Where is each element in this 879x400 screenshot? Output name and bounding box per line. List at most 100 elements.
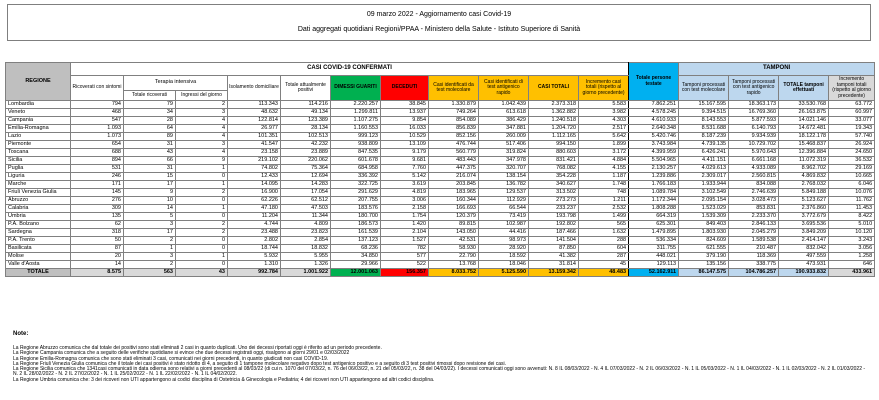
value-cell: 20 <box>70 252 124 262</box>
totale-label-cell: TOTALE <box>5 268 71 278</box>
value-cell: 2.517 <box>577 124 630 134</box>
value-cell: 0 <box>175 260 228 270</box>
value-cell: 1.187 <box>577 172 630 182</box>
table-row: Veneto 468 34 3 48.632 49.134 1.299.811 13.937 7… <box>5 108 876 118</box>
value-cell: 517.406 <box>478 140 529 150</box>
region-cell: Emilia-Romagna <box>5 124 71 134</box>
header-group-casi-confermati: CASI COVID-19 CONFERMATI <box>69 62 630 76</box>
value-cell: 137.123 <box>330 236 381 246</box>
value-cell: 601.678 <box>330 156 381 166</box>
value-cell: 2 <box>175 100 228 110</box>
value-cell: 66 <box>123 156 176 166</box>
value-cell: 938.809 <box>330 140 381 150</box>
value-cell: 880.603 <box>528 148 579 158</box>
value-cell: 36.532 <box>828 156 876 166</box>
value-cell: 17.054 <box>280 188 331 198</box>
value-cell: 1.523.029 <box>678 204 730 214</box>
value-cell: 347.978 <box>478 156 529 166</box>
value-cell: 0 <box>175 212 228 222</box>
region-cell: Campania <box>5 116 71 126</box>
value-cell: 44.416 <box>478 228 529 238</box>
value-cell: 1 <box>175 164 228 174</box>
value-cell: 62.226 <box>227 196 281 206</box>
value-cell: 604 <box>577 244 630 254</box>
value-cell: 75.364 <box>280 164 331 174</box>
value-cell: 89.815 <box>428 220 479 230</box>
value-cell: 17 <box>123 180 176 190</box>
value-cell: 14.672.481 <box>778 124 830 134</box>
value-cell: 2.130.257 <box>628 164 680 174</box>
value-cell: 138.154 <box>478 172 529 182</box>
value-cell: 1.499 <box>577 212 630 222</box>
value-cell: 129.537 <box>478 188 529 198</box>
value-cell: 123.389 <box>280 116 331 126</box>
region-cell: Toscana <box>5 148 71 158</box>
region-cell: Abruzzo <box>5 196 71 206</box>
value-cell: 49.134 <box>280 108 331 118</box>
value-cell: 89 <box>123 132 176 142</box>
value-cell: 2.414.147 <box>778 236 830 246</box>
value-cell: 3.695.536 <box>778 220 830 230</box>
value-cell: 3.849.209 <box>778 228 830 238</box>
value-cell: 1.107.275 <box>330 116 381 126</box>
table-row: Toscana 688 43 4 23.158 23.889 847.535 9.179 560… <box>5 148 876 158</box>
value-cell: 102.987 <box>478 220 529 230</box>
value-cell: 87.850 <box>528 244 579 254</box>
value-cell: 856.839 <box>428 124 479 134</box>
value-cell: 29.966 <box>330 260 381 270</box>
value-cell: 1.172.344 <box>628 196 680 206</box>
value-cell: 10.729.702 <box>728 140 780 150</box>
table-row: Lombardia 794 79 2 113.343 114.216 2.220.257 38… <box>5 100 876 110</box>
value-cell: 4.933.089 <box>728 164 780 174</box>
value-cell: 320.707 <box>478 164 529 174</box>
value-cell: 3 <box>123 220 176 230</box>
value-cell: 749.264 <box>428 108 479 118</box>
value-cell: 4.155 <box>577 164 630 174</box>
value-cell: 3 <box>175 140 228 150</box>
value-cell: 41.547 <box>227 140 281 150</box>
header-casi-molecolare: Casi identificati da test molecolare <box>428 74 479 102</box>
value-cell: 4.029.613 <box>678 164 730 174</box>
value-cell: 57.740 <box>828 132 876 142</box>
value-cell: 4.884 <box>577 156 630 166</box>
value-cell: 824.609 <box>678 236 730 246</box>
value-cell: 28.134 <box>280 124 331 134</box>
note-sicilia: La Regione Sicilia comunica che 1341casi… <box>13 366 866 378</box>
value-cell: 5.420.746 <box>628 132 680 142</box>
value-cell: 18.744 <box>227 244 281 254</box>
value-cell: 1.258 <box>828 252 876 262</box>
table-row: Umbria 135 5 0 11.204 11.344 180.700 1.754 120.3… <box>5 212 876 222</box>
value-cell: 2.640.348 <box>628 124 680 134</box>
value-cell: 47.503 <box>280 204 331 214</box>
value-cell: 4 <box>175 132 228 142</box>
value-cell: 4.303 <box>577 116 630 126</box>
value-cell: 834.088 <box>728 180 780 190</box>
value-cell: 4.610.933 <box>628 116 680 126</box>
value-cell: 143.050 <box>428 228 479 238</box>
header-group-tamponi: TAMPONI <box>678 62 876 76</box>
value-cell: 0 <box>175 236 228 246</box>
value-cell: 4.819 <box>380 188 429 198</box>
value-cell: 1.933.944 <box>678 180 730 190</box>
value-cell: 3.772.679 <box>778 212 830 222</box>
value-cell: 87 <box>70 244 124 254</box>
value-cell: 16.769.360 <box>728 108 780 118</box>
value-cell: 3.102.549 <box>678 188 730 198</box>
value-cell: 31.814 <box>528 260 579 270</box>
value-cell: 180.700 <box>330 212 381 222</box>
notes-heading: Note: <box>13 331 29 337</box>
header-isolamento: Isolamento domiciliare <box>227 74 281 102</box>
header-attualmente-positivi: Totale attualmente positivi <box>280 74 331 102</box>
value-cell: 1.539.309 <box>678 212 730 222</box>
value-cell: 2.854 <box>280 236 331 246</box>
value-cell: 1.748 <box>577 180 630 190</box>
value-cell: 340.627 <box>528 180 579 190</box>
value-cell: 1.240.518 <box>528 116 579 126</box>
value-cell: 8.962.702 <box>778 164 830 174</box>
value-cell: 7.862.251 <box>628 100 680 110</box>
value-cell: 1.326 <box>280 260 331 270</box>
value-cell: 1.093 <box>70 124 124 134</box>
value-cell: 1.362.882 <box>528 108 579 118</box>
value-cell: 64 <box>123 124 176 134</box>
value-cell: 73.419 <box>478 212 529 222</box>
